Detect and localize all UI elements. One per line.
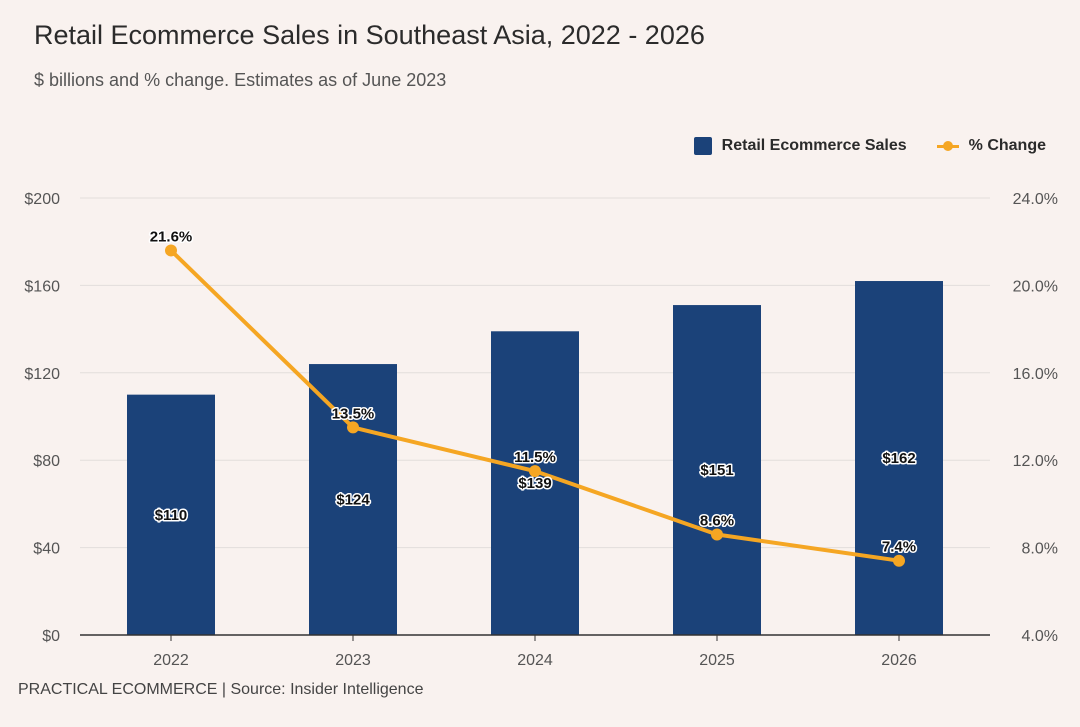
x-tick-label: 2024 [517,652,553,669]
bar-value-label: $139 [518,475,551,492]
change-point-2026 [893,554,905,567]
bar-2026 [855,281,943,635]
bar-2025 [673,305,761,635]
left-tick-label: $200 [24,191,60,208]
left-tick-label: $120 [24,366,60,383]
line-series [165,244,905,567]
legend-swatch-line [936,137,959,155]
x-tick-label: 2025 [699,652,735,669]
bar-2022 [127,394,215,635]
left-tick-label: $0 [42,628,60,645]
x-tick-label: 2026 [881,652,917,669]
legend-label-change: % Change [968,137,1046,154]
source-footer: PRACTICAL ECOMMERCE | Source: Insider In… [18,681,424,698]
left-tick-label: $40 [33,541,60,558]
right-tick-label: 8.0% [1022,541,1058,558]
change-value-label: 11.5% [514,449,556,466]
left-tick-label: $160 [24,278,60,295]
bar-value-label: $124 [336,492,370,509]
legend-swatch-bar [693,137,712,155]
right-tick-label: 20.0% [1013,278,1058,295]
legend-item-change[interactable]: % Change [907,137,1046,155]
legend: Retail Ecommerce Sales % Change [693,137,1046,155]
bar-series [127,281,943,635]
right-tick-label: 12.0% [1013,453,1058,470]
bar-value-label: $110 [155,507,188,524]
left-tick-label: $80 [33,453,60,470]
change-value-label: 21.6% [150,228,193,245]
change-point-2024 [529,465,541,478]
x-axis-ticks: 2022 2023 2024 2025 2026 [153,635,917,669]
left-axis-ticks: $0 $40 $80 $120 $160 $200 [24,191,60,645]
chart-title: Retail Ecommerce Sales in Southeast Asia… [34,20,705,50]
bar-value-label: $151 [700,462,733,479]
change-value-label: 13.5% [332,405,375,422]
change-value-label: 8.6% [700,512,734,529]
chart-subtitle: $ billions and % change. Estimates as of… [34,70,447,90]
change-point-2025 [711,528,723,541]
x-tick-label: 2023 [335,652,371,669]
x-tick-label: 2022 [153,652,189,669]
change-point-2022 [165,244,177,257]
right-tick-label: 16.0% [1013,366,1058,383]
bar-value-label: $162 [882,450,915,467]
data-labels: $110 $124 $139 $151 $162 21.6% 13.5% 11.5% 8.6% 7… [148,227,917,557]
right-tick-label: 24.0% [1013,191,1058,208]
legend-item-sales[interactable]: Retail Ecommerce Sales [693,137,907,155]
legend-label-sales: Retail Ecommerce Sales [721,137,907,154]
change-point-2023 [347,421,359,434]
right-tick-label: 4.0% [1022,628,1058,645]
bar-2023 [309,364,397,635]
change-value-label: 7.4% [882,539,916,556]
right-axis-ticks: 4.0% 8.0% 12.0% 16.0% 20.0% 24.0% [1013,191,1058,645]
